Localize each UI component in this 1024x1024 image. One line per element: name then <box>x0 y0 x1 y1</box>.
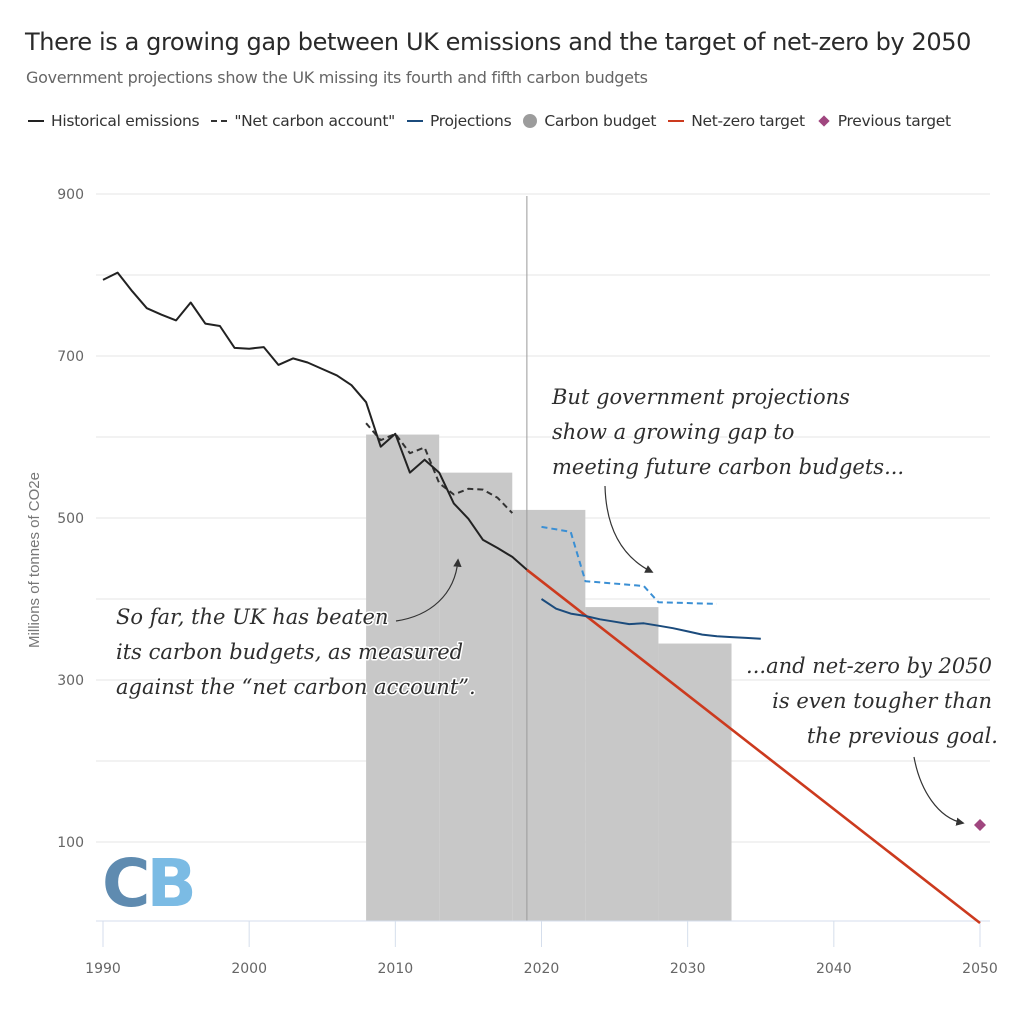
annotation-line: meeting future carbon budgets... <box>552 455 904 479</box>
annotation-projections: But government projections show a growin… <box>550 384 906 573</box>
net-carbon-account-line <box>365 422 514 514</box>
solid-line-icon <box>406 120 423 122</box>
circle-icon <box>523 114 538 128</box>
legend-item-historical[interactable]: Historical emissions <box>28 112 200 130</box>
arrow-icon <box>395 558 462 622</box>
legend-label: Previous target <box>837 112 951 130</box>
x-tick-label: 2040 <box>816 961 852 977</box>
x-tick-label: 2030 <box>670 961 706 977</box>
carbon-budget-bar <box>439 472 513 921</box>
solid-line-icon <box>28 120 44 122</box>
projections-line <box>540 598 761 640</box>
legend-label: Net-zero target <box>691 112 805 130</box>
annotation-line: ...and net-zero by 2050 <box>746 654 992 678</box>
annotation-line: But government projections <box>551 385 850 409</box>
x-tick-label: 2010 <box>378 961 414 977</box>
legend-item-projections[interactable]: Projections <box>406 112 512 130</box>
net-zero-target-line <box>526 568 981 925</box>
historical-emissions-line <box>102 271 528 571</box>
arrow-icon <box>913 756 965 826</box>
legend-item-previous-target[interactable]: Previous target <box>817 112 951 130</box>
y-axis-title: Millions of tonnes of CO2e <box>26 472 43 648</box>
legend-label: Carbon budget <box>544 112 657 130</box>
chart-subtitle: Government projections show the UK missi… <box>26 68 648 87</box>
logo-letter-c: C <box>102 845 147 922</box>
carbon-budget-bar <box>512 509 586 921</box>
arrow-icon <box>604 485 654 573</box>
carbon-budget-bar <box>658 643 732 921</box>
annotation-line: So far, the UK has beaten <box>116 605 389 629</box>
annotation-line: show a growing gap to <box>552 420 794 444</box>
carbon-budget-bar <box>366 434 440 921</box>
y-tick-label: 100 <box>57 835 84 851</box>
carbon-brief-logo: CB <box>102 845 193 922</box>
annotation-net-zero: ...and net-zero by 2050 is even tougher … <box>745 653 1000 826</box>
carbon-budgets <box>366 434 732 921</box>
annotation-line: against the “net carbon account”. <box>116 675 476 699</box>
legend-item-net-carbon-account[interactable]: "Net carbon account" <box>211 112 395 130</box>
x-tick-label: 2020 <box>524 961 560 977</box>
chart-title: There is a growing gap between UK emissi… <box>25 28 971 56</box>
legend-label: "Net carbon account" <box>234 112 395 130</box>
legend-item-carbon-budget[interactable]: Carbon budget <box>523 112 656 130</box>
x-tick-label: 2050 <box>962 961 998 977</box>
carbon-budget-bar <box>585 607 659 921</box>
dashed-line-icon <box>211 120 228 122</box>
previous-target-marker <box>974 818 986 831</box>
y-tick-label: 300 <box>57 673 84 689</box>
logo-letter-b: B <box>146 845 192 922</box>
legend-item-net-zero[interactable]: Net-zero target <box>668 112 805 130</box>
y-tick-label: 700 <box>57 349 84 365</box>
annotation-so-far: So far, the UK has beaten its carbon bud… <box>115 558 477 701</box>
legend-label: Historical emissions <box>51 112 200 130</box>
x-tick-label: 2000 <box>231 961 267 977</box>
axes: 100 300 500 700 900 1990 2000 2010 2020 2030 2040 2… <box>57 187 998 977</box>
legend: Historical emissions "Net carbon account… <box>28 112 951 130</box>
series-lines <box>102 271 981 925</box>
annotation-line: the previous goal. <box>807 724 998 748</box>
y-tick-label: 900 <box>57 187 84 203</box>
annotation-line: is even tougher than <box>772 689 992 713</box>
projections-net-carbon-account-line <box>541 525 717 605</box>
markers <box>974 818 986 831</box>
annotation-line: its carbon budgets, as measured <box>116 640 463 664</box>
solid-line-icon <box>668 120 685 122</box>
legend-label: Projections <box>429 112 512 130</box>
y-tick-label: 500 <box>57 511 84 527</box>
x-tick-label: 1990 <box>85 961 121 977</box>
